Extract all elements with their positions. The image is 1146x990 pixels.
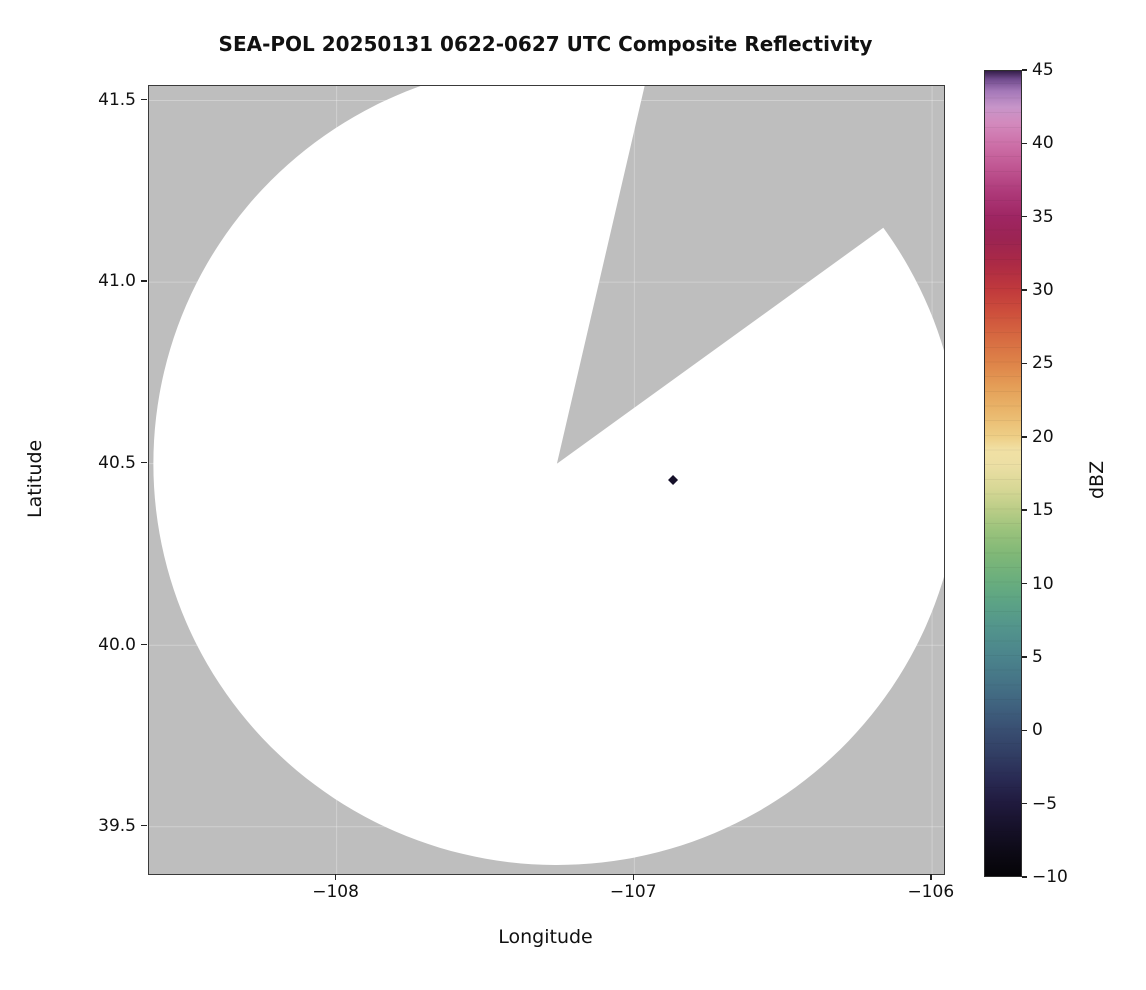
y-tick-label: 40.0 [98, 634, 136, 655]
chart-title: SEA-POL 20250131 0622-0627 UTC Composite… [218, 32, 873, 56]
colorbar-tick-mark [1022, 142, 1027, 145]
colorbar-tick-label: −5 [1032, 793, 1058, 814]
colorbar-tick-label: 30 [1032, 280, 1054, 301]
y-tick-mark [141, 825, 147, 827]
colorbar-tick-mark [1022, 509, 1027, 511]
x-tick-mark [334, 874, 337, 880]
colorbar-tick-label: 15 [1032, 500, 1054, 521]
colorbar-tick-label: 20 [1032, 426, 1054, 447]
colorbar-tick-label: 35 [1032, 206, 1054, 227]
x-tick-mark [930, 874, 932, 880]
y-tick-mark [141, 98, 147, 101]
x-tick-label: −107 [609, 882, 657, 902]
y-tick-mark [141, 280, 147, 282]
x-tick-label: −106 [907, 882, 955, 902]
colorbar-tick-mark [1022, 289, 1027, 291]
y-tick-label: 39.5 [98, 816, 136, 837]
colorbar-tick-label: 45 [1032, 60, 1054, 80]
colorbar-tick-label: 5 [1032, 646, 1043, 667]
colorbar-tick-label: 0 [1032, 720, 1043, 741]
radar-echo [668, 475, 679, 485]
colorbar-tick-mark [1022, 802, 1027, 805]
colorbar-tick-mark [1022, 582, 1027, 585]
colorbar-tick-mark [1022, 656, 1027, 658]
colorbar-tick-label: 40 [1032, 133, 1054, 154]
y-tick-label: 41.0 [98, 271, 136, 292]
y-tick-label: 40.5 [98, 452, 136, 473]
x-tick-label: −108 [312, 882, 359, 902]
colorbar-tick-mark [1022, 69, 1027, 71]
colorbar-tick-mark [1022, 729, 1027, 731]
colorbar-tick-mark [1022, 216, 1027, 218]
colorbar-tick-label: −10 [1032, 867, 1068, 887]
x-tick-mark [632, 874, 635, 880]
colorbar-tick-mark [1022, 436, 1027, 438]
colorbar [984, 70, 1022, 877]
x-axis-label: Longitude [498, 926, 593, 948]
colorbar-tick-mark [1022, 362, 1027, 365]
y-tick-label: 41.5 [98, 89, 136, 110]
colorbar-banding [985, 71, 1021, 876]
colorbar-tick-label: 25 [1032, 353, 1054, 374]
colorbar-tick-label: 10 [1032, 573, 1054, 594]
y-tick-mark [141, 643, 147, 645]
colorbar-gradient [985, 71, 1021, 876]
plot-area [148, 85, 945, 875]
y-tick-mark [141, 461, 147, 464]
colorbar-tick-mark [1022, 876, 1027, 878]
y-axis-label: Latitude [24, 439, 46, 519]
radar-coverage-area [153, 86, 944, 865]
colorbar-label: dBZ [1086, 460, 1108, 500]
radar-field-svg [149, 86, 944, 874]
